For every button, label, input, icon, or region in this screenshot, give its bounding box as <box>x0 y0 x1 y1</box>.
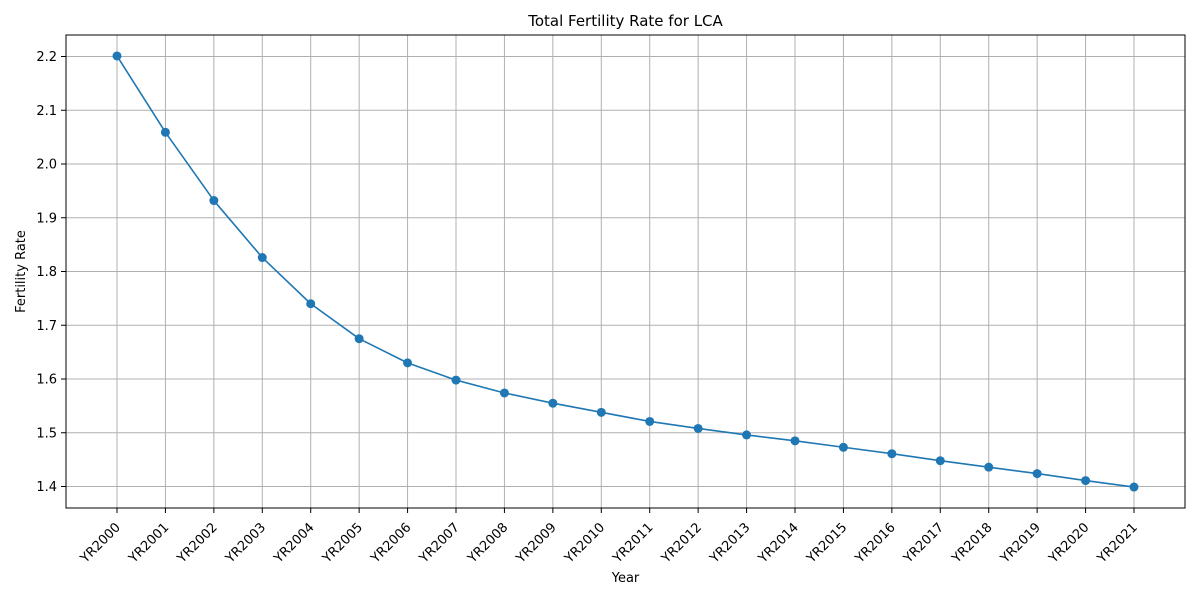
y-tick-label: 1.4 <box>36 480 57 495</box>
data-point-yr2010 <box>596 407 606 417</box>
x-tick-label: YR2020 <box>1046 520 1093 567</box>
x-axis-label: Year <box>611 571 640 586</box>
x-tick-label: YR2019 <box>997 520 1044 567</box>
x-tick-label: YR2009 <box>513 520 560 567</box>
data-point-yr2019 <box>1032 469 1042 479</box>
x-tick-label: YR2012 <box>658 520 705 567</box>
y-tick-label: 1.5 <box>36 426 57 441</box>
data-point-yr2004 <box>306 299 316 309</box>
x-tick-label: YR2007 <box>416 520 463 567</box>
y-tick-label: 2.0 <box>36 158 57 173</box>
data-point-yr2020 <box>1081 476 1091 486</box>
x-tick-label: YR2002 <box>174 520 221 567</box>
data-point-yr2012 <box>693 423 703 433</box>
x-tick-label: YR2011 <box>610 520 657 567</box>
data-point-yr2011 <box>645 416 655 426</box>
x-tick-label: YR2021 <box>1094 520 1141 567</box>
x-tick-label: YR2001 <box>126 520 173 567</box>
data-point-yr2014 <box>790 436 800 446</box>
x-tick-label: YR2010 <box>561 520 608 567</box>
y-axis-ticks: 1.4 1.5 1.6 1.7 1.8 1.9 2.0 2.1 2.2 <box>36 50 66 495</box>
x-tick-label: YR2004 <box>271 520 318 567</box>
data-point-yr2000 <box>112 51 122 61</box>
x-tick-label: YR2000 <box>77 520 124 567</box>
series-line <box>116 55 1135 488</box>
y-tick-label: 2.1 <box>36 104 57 119</box>
x-tick-label: YR2014 <box>755 520 802 567</box>
data-point-yr2017 <box>935 456 945 466</box>
data-point-yr2015 <box>838 442 848 452</box>
data-point-yr2006 <box>403 358 413 368</box>
x-tick-label: YR2005 <box>319 520 366 567</box>
x-tick-label: YR2006 <box>368 520 415 567</box>
x-tick-label: YR2017 <box>900 520 947 567</box>
y-tick-label: 1.9 <box>36 211 57 226</box>
data-point-yr2013 <box>742 430 752 440</box>
x-tick-label: YR2016 <box>852 520 899 567</box>
data-point-yr2003 <box>257 253 267 263</box>
data-point-yr2016 <box>887 449 897 459</box>
data-point-yr2021 <box>1129 482 1139 492</box>
data-point-yr2018 <box>984 462 994 472</box>
chart-title: Total Fertility Rate for LCA <box>527 12 723 30</box>
series-fertility-rate <box>112 51 1139 492</box>
y-tick-label: 1.6 <box>36 373 57 388</box>
data-point-yr2002 <box>209 196 219 206</box>
data-point-yr2007 <box>451 375 461 385</box>
x-tick-label: YR2008 <box>465 520 512 567</box>
y-tick-label: 1.7 <box>36 319 57 334</box>
grid-lines <box>66 35 1185 508</box>
y-axis-label: Fertility Rate <box>14 230 29 313</box>
x-tick-label: YR2003 <box>222 520 269 567</box>
x-tick-label: YR2018 <box>949 520 996 567</box>
data-point-yr2008 <box>499 388 509 398</box>
y-tick-label: 1.8 <box>36 265 57 280</box>
data-point-yr2001 <box>160 127 170 137</box>
x-tick-label: YR2013 <box>707 520 754 567</box>
data-point-yr2009 <box>548 398 558 408</box>
y-tick-label: 2.2 <box>36 50 57 65</box>
x-axis-ticks: YR2000 YR2001 YR2002 YR2003 YR2004 YR2005 YR20… <box>77 508 1141 567</box>
data-point-yr2005 <box>354 334 364 344</box>
x-tick-label: YR2015 <box>804 520 851 567</box>
